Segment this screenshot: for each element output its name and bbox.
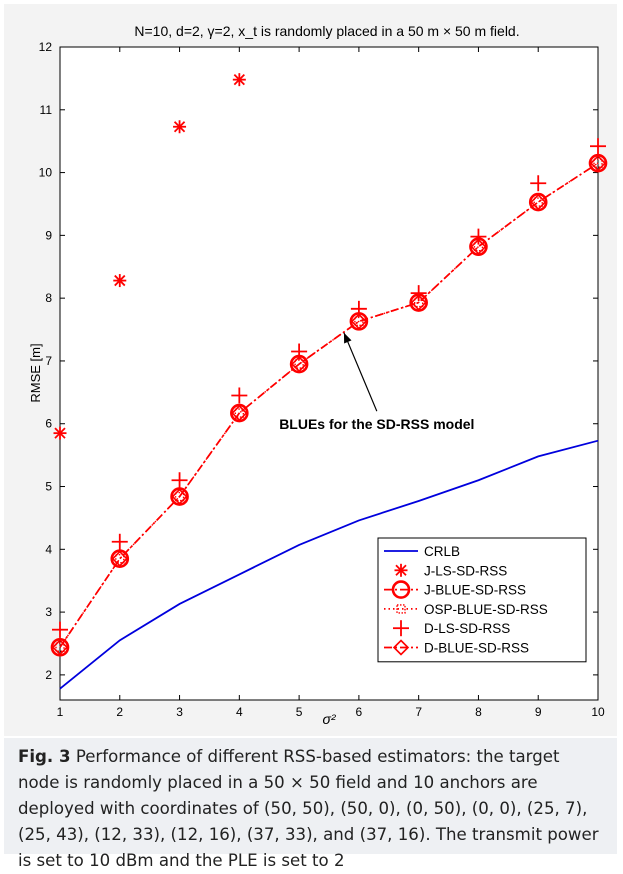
legend: CRLB J-LS-SD-RSS J-BLUE-SD-RSS OSP-BLUE-SD-… <box>377 537 587 663</box>
x-tick-label: 8 <box>475 705 482 719</box>
y-tick-label: 10 <box>39 166 53 180</box>
x-tick-label: 1 <box>57 705 64 719</box>
data-point-d-blue-sd-rss <box>231 404 248 422</box>
x-axis-label: σ² <box>322 711 336 727</box>
data-point-d-blue-sd-rss <box>589 155 607 172</box>
data-point-d-blue-sd-rss <box>171 488 188 505</box>
y-tick-label: 12 <box>39 40 53 54</box>
y-tick-label: 3 <box>45 605 52 619</box>
y-tick-label: 6 <box>45 417 52 431</box>
series-line-d-blue-sd-rss <box>59 162 599 648</box>
legend-label: J-LS-SD-RSS <box>424 563 507 578</box>
legend-item-crlb: CRLB <box>384 544 460 559</box>
y-tick-label: 7 <box>45 354 52 368</box>
data-point-osp-blue-sd-rss <box>533 197 543 207</box>
legend-label: CRLB <box>424 544 460 559</box>
data-point-d-ls-sd-rss <box>530 175 547 192</box>
data-point-j-ls-sd-rss <box>173 120 187 134</box>
legend-label: D-LS-SD-RSS <box>424 621 510 636</box>
data-point-d-ls-sd-rss <box>231 387 248 404</box>
annotation-arrow <box>343 332 378 412</box>
legend-item-j-blue-sd-rss: J-BLUE-SD-RSS <box>384 580 526 599</box>
legend-marker <box>392 639 410 656</box>
x-tick-label: 2 <box>116 705 123 719</box>
data-point-j-ls-sd-rss <box>232 73 246 87</box>
data-point-d-blue-sd-rss <box>111 550 128 567</box>
figure-caption: Fig. 3 Performance of different RSS-base… <box>4 738 617 870</box>
data-point-d-ls-sd-rss <box>111 533 128 550</box>
x-tick-label: 10 <box>591 705 605 719</box>
data-point-osp-blue-sd-rss <box>593 158 603 168</box>
data-point-j-ls-sd-rss <box>113 274 127 288</box>
legend-marker <box>394 563 408 577</box>
data-point-d-blue-sd-rss <box>350 313 368 330</box>
series-layer <box>50 73 608 690</box>
x-tick-label: 5 <box>296 705 303 719</box>
y-axis-label: RMSE [m] <box>28 343 43 402</box>
data-point-osp-blue-sd-rss <box>354 316 364 327</box>
legend-marker <box>393 620 409 637</box>
data-point-d-ls-sd-rss <box>410 285 427 302</box>
data-point-osp-blue-sd-rss <box>55 642 65 652</box>
legend-label: OSP-BLUE-SD-RSS <box>424 602 548 617</box>
caption-text: Performance of different RSS-based estim… <box>18 747 599 870</box>
data-point-osp-blue-sd-rss <box>234 408 245 418</box>
legend-label: D-BLUE-SD-RSS <box>424 641 529 656</box>
annotation-text: BLUEs for the SD-RSS model <box>279 416 474 432</box>
data-point-d-ls-sd-rss <box>470 228 487 245</box>
y-tick-label: 8 <box>45 291 52 305</box>
y-tick-label: 9 <box>45 228 52 242</box>
data-point-osp-blue-sd-rss <box>294 359 304 369</box>
annotation-arrowhead <box>343 332 352 344</box>
legend-box <box>377 537 587 663</box>
series-line-crlb <box>59 439 599 690</box>
data-point-d-blue-sd-rss <box>410 294 427 311</box>
data-point-d-ls-sd-rss <box>590 138 606 155</box>
legend-item-d-blue-sd-rss: D-BLUE-SD-RSS <box>384 639 529 656</box>
data-point-osp-blue-sd-rss <box>174 491 185 502</box>
series-d-blue-sd-rss <box>51 155 607 656</box>
x-tick-label: 6 <box>356 705 363 719</box>
legend-label: J-BLUE-SD-RSS <box>424 583 526 598</box>
legend-item-j-ls-sd-rss: J-LS-SD-RSS <box>394 563 507 578</box>
legend-marker <box>396 604 406 614</box>
caption-label: Fig. 3 <box>18 747 71 766</box>
series-j-ls-sd-rss <box>53 73 246 440</box>
chart-title: N=10, d=2, γ=2, x_t is randomly placed i… <box>134 23 519 39</box>
y-tick-label: 5 <box>45 480 52 494</box>
data-point-d-blue-sd-rss <box>290 355 308 373</box>
data-point-d-blue-sd-rss <box>51 639 69 656</box>
x-tick-label: 9 <box>535 705 542 719</box>
data-point-j-ls-sd-rss <box>53 426 67 440</box>
annotation: BLUEs for the SD-RSS model <box>279 332 474 432</box>
x-tick-label: 4 <box>236 705 243 719</box>
y-tick-label: 11 <box>40 103 53 117</box>
legend-marker <box>391 580 411 599</box>
series-crlb <box>59 439 599 690</box>
series-d-ls-sd-rss <box>52 138 606 638</box>
legend-item-d-ls-sd-rss: D-LS-SD-RSS <box>393 620 510 637</box>
data-point-osp-blue-sd-rss <box>115 554 125 564</box>
data-point-d-ls-sd-rss <box>171 472 188 489</box>
legend-item-osp-blue-sd-rss: OSP-BLUE-SD-RSS <box>384 602 548 617</box>
x-tick-label: 7 <box>415 705 422 719</box>
y-tick-label: 4 <box>45 542 52 556</box>
data-point-d-ls-sd-rss <box>52 621 68 638</box>
y-tick-label: 2 <box>45 668 52 682</box>
data-point-d-blue-sd-rss <box>530 193 547 211</box>
data-point-d-blue-sd-rss <box>470 238 487 255</box>
x-tick-label: 3 <box>176 705 183 719</box>
